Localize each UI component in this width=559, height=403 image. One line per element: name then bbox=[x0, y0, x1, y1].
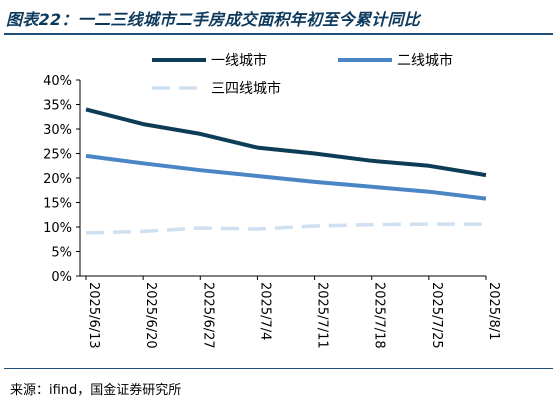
y-tick-label: 0% bbox=[51, 270, 72, 285]
title-divider bbox=[4, 33, 553, 35]
y-tick-label: 35% bbox=[43, 99, 72, 114]
x-tick-label: 2025/6/13 bbox=[86, 282, 101, 349]
x-tick-label: 2025/7/18 bbox=[372, 282, 387, 349]
chart-title: 图表22：一二三线城市二手房成交面积年初至今累计同比 bbox=[6, 10, 421, 29]
series-line-1 bbox=[85, 107, 487, 178]
source-note: 来源：ifind，国金证券研究所 bbox=[10, 383, 182, 398]
series-line-2 bbox=[85, 153, 487, 201]
legend-label-3: 三四线城市 bbox=[211, 80, 281, 97]
axes: 0% 5% 10% 15% 20% 25% 30% 35% 40% 2025/6/13 2025/6… bbox=[43, 74, 501, 349]
y-tick-label: 20% bbox=[43, 172, 72, 187]
source-divider bbox=[4, 368, 553, 369]
y-tick-label: 40% bbox=[43, 74, 72, 89]
legend-label-1: 一线城市 bbox=[211, 52, 267, 69]
y-tick-label: 15% bbox=[43, 197, 72, 212]
y-tick-label: 30% bbox=[43, 123, 72, 138]
x-tick-label: 2025/6/20 bbox=[143, 282, 158, 349]
x-tick-label: 2025/7/25 bbox=[429, 282, 444, 349]
series-line-3 bbox=[85, 222, 486, 235]
x-tick-label: 2025/8/1 bbox=[486, 282, 501, 340]
series-lines bbox=[85, 107, 487, 235]
y-tick-label: 5% bbox=[51, 246, 72, 261]
x-tick-label: 2025/7/11 bbox=[315, 282, 330, 349]
x-tick-label: 2025/6/27 bbox=[200, 282, 215, 349]
y-tick-label: 25% bbox=[43, 148, 72, 163]
y-tick-label: 10% bbox=[43, 221, 72, 236]
legend-label-2: 二线城市 bbox=[397, 52, 453, 69]
x-tick-label: 2025/7/4 bbox=[257, 282, 272, 340]
